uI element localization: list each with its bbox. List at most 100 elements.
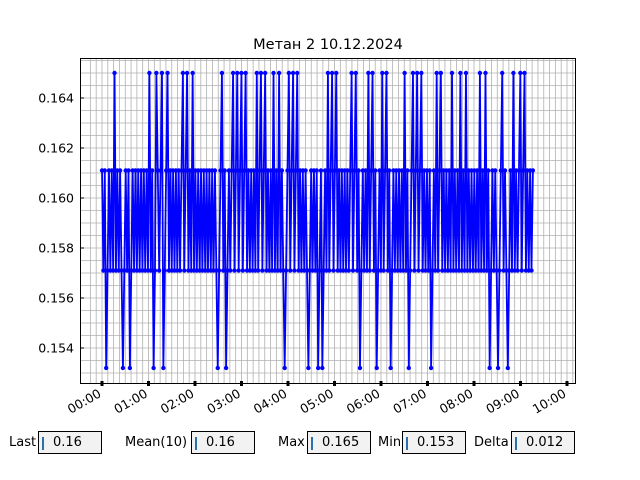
data-point <box>150 168 155 173</box>
data-point <box>381 268 386 273</box>
data-point <box>254 70 259 76</box>
data-point <box>367 268 372 273</box>
data-point <box>179 168 184 173</box>
x-tick-label: 08:00 <box>437 386 476 417</box>
data-point <box>447 168 452 173</box>
data-point <box>407 268 413 273</box>
data-point <box>327 268 332 273</box>
mean-value: 0.16 <box>206 435 235 450</box>
min-field[interactable]: 0.153 <box>402 431 466 454</box>
data-point <box>426 268 431 273</box>
data-point <box>322 168 328 173</box>
data-point <box>292 268 297 273</box>
data-point <box>147 70 152 76</box>
data-point <box>530 168 536 173</box>
data-point <box>215 365 220 371</box>
data-point <box>357 365 363 371</box>
data-point <box>187 168 193 173</box>
data-point <box>235 70 240 76</box>
data-point <box>511 70 516 76</box>
data-point <box>435 268 441 273</box>
data-point <box>382 168 388 173</box>
data-point <box>497 268 502 273</box>
data-point <box>483 70 488 76</box>
data-point <box>518 70 523 76</box>
data-point <box>329 70 335 76</box>
data-point <box>276 70 282 76</box>
data-point <box>154 70 159 76</box>
data-point <box>306 365 311 371</box>
data-point <box>282 365 287 371</box>
data-point <box>529 268 534 273</box>
min-label: Min <box>378 435 402 450</box>
data-point <box>493 168 498 173</box>
data-point <box>356 168 361 173</box>
data-point <box>101 268 106 273</box>
data-point <box>318 168 324 173</box>
data-point <box>258 70 264 76</box>
data-point <box>162 268 167 273</box>
data-point <box>363 168 368 173</box>
data-point <box>317 268 322 273</box>
data-point <box>414 70 420 76</box>
data-point <box>243 70 248 76</box>
text-cursor-icon <box>42 437 44 450</box>
data-point <box>271 70 276 76</box>
max-label: Max <box>278 435 305 450</box>
data-point <box>182 268 187 273</box>
x-tick-label: 00:00 <box>65 386 104 417</box>
data-point <box>177 268 183 273</box>
data-point <box>257 168 262 173</box>
data-point <box>419 70 424 76</box>
max-field[interactable]: 0.165 <box>307 431 371 454</box>
data-point <box>505 365 510 371</box>
data-point <box>403 268 409 273</box>
x-tick-label: 06:00 <box>344 386 383 417</box>
data-point <box>410 70 416 76</box>
delta-value: 0.012 <box>526 435 564 450</box>
data-point <box>487 365 492 371</box>
data-point <box>165 70 170 76</box>
data-point <box>463 70 469 76</box>
data-point <box>288 268 293 273</box>
data-point <box>346 268 352 273</box>
data-point <box>260 268 265 273</box>
data-point <box>223 365 229 371</box>
data-point <box>229 168 234 173</box>
text-cursor-icon <box>195 437 197 450</box>
text-cursor-icon <box>515 437 517 450</box>
last-field[interactable]: 0.16 <box>38 431 102 454</box>
series-polyline <box>101 72 534 369</box>
data-point <box>477 70 483 76</box>
delta-field[interactable]: 0.012 <box>511 431 575 454</box>
data-point <box>460 168 466 173</box>
data-point <box>434 70 439 76</box>
data-point <box>120 365 126 371</box>
data-point <box>370 70 375 76</box>
data-point <box>417 168 423 173</box>
data-point <box>366 70 371 76</box>
data-point <box>228 268 233 273</box>
x-tick-label: 01:00 <box>111 386 150 417</box>
data-point <box>388 365 393 371</box>
data-point <box>251 168 257 173</box>
data-point <box>428 365 434 371</box>
data-point <box>156 268 162 273</box>
data-point <box>474 168 480 173</box>
data-point <box>486 168 491 173</box>
data-point <box>152 268 158 273</box>
mean-field[interactable]: 0.16 <box>191 431 255 454</box>
data-point <box>350 268 356 273</box>
data-point <box>295 70 300 76</box>
data-point <box>416 268 421 273</box>
data-point <box>127 365 133 371</box>
data-point <box>237 168 243 173</box>
data-point <box>230 70 236 76</box>
data-point <box>289 168 294 173</box>
data-point <box>314 168 319 173</box>
data-point <box>449 70 455 76</box>
data-point <box>495 365 501 371</box>
data-point <box>373 168 378 173</box>
x-tick-label: 03:00 <box>204 386 243 417</box>
data-point <box>103 365 109 371</box>
